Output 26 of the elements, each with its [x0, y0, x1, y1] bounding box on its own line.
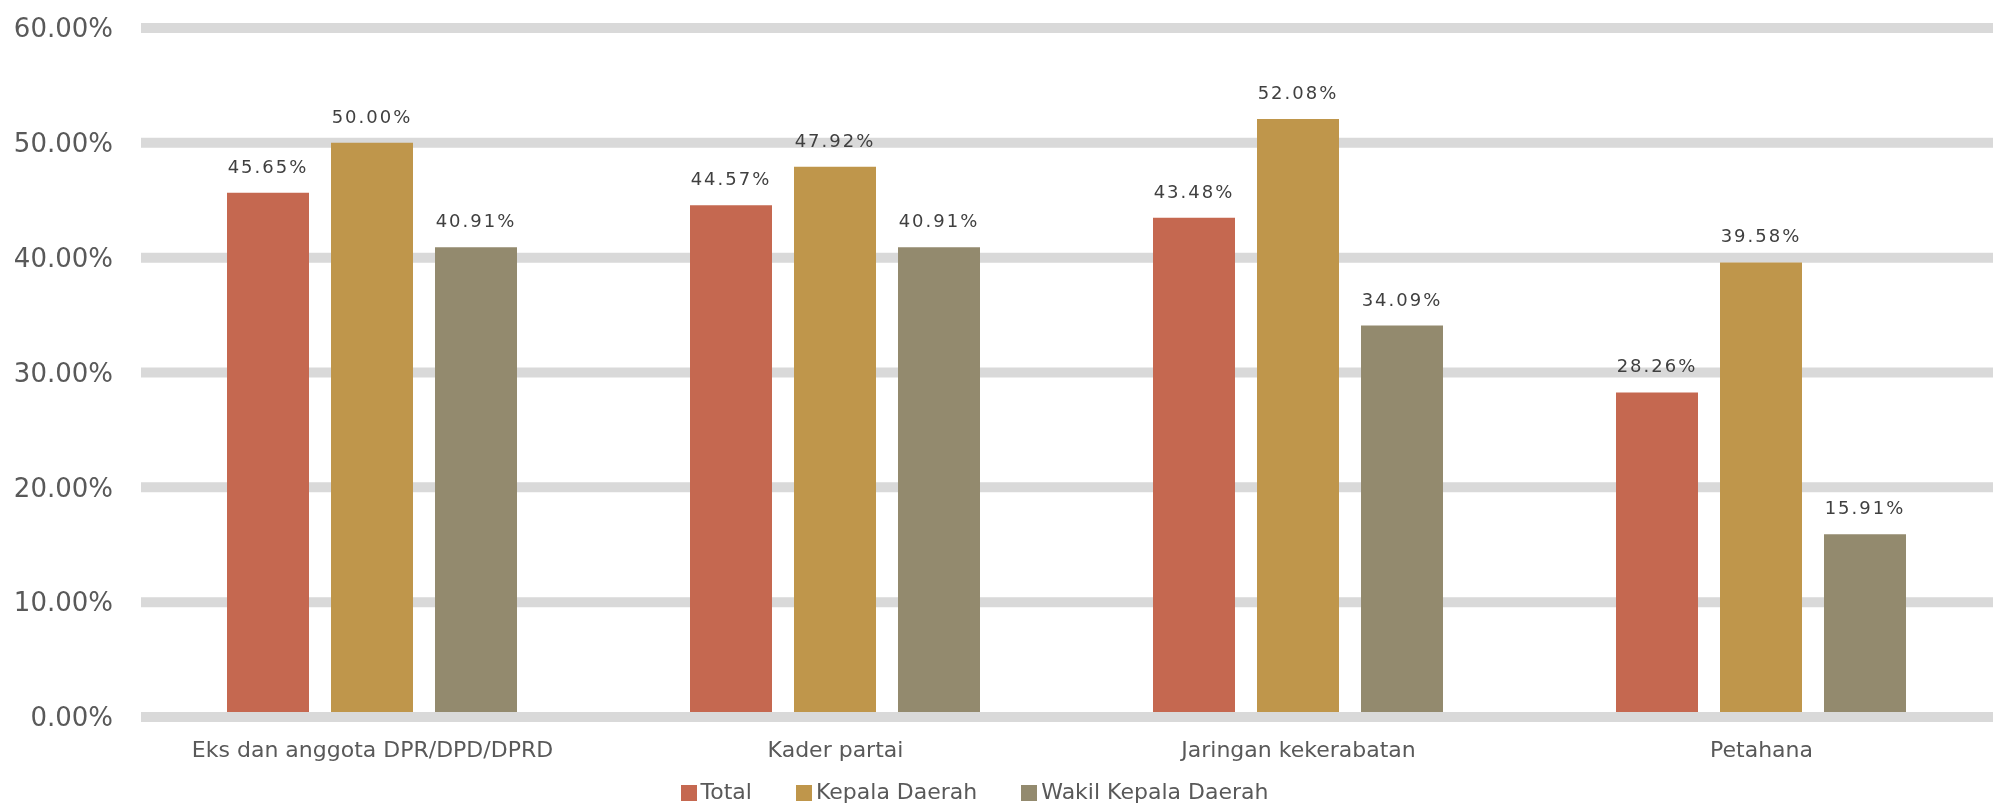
x-tick-label: Eks dan anggota DPR/DPD/DPRD: [191, 736, 554, 762]
legend-label: Total: [700, 779, 752, 804]
y-tick-label: 10.00%: [13, 587, 113, 618]
y-tick-label: 0.00%: [30, 702, 113, 733]
y-tick-label: 20.00%: [13, 472, 113, 503]
y-tick-label: 50.00%: [13, 128, 113, 159]
data-label: 15.91%: [1824, 497, 1906, 519]
data-label: 52.08%: [1257, 81, 1339, 103]
legend-label: Wakil Kepala Daerah: [1041, 779, 1269, 804]
data-label: 40.91%: [898, 210, 980, 232]
x-tick-label: Petahana: [1710, 736, 1813, 762]
y-tick-label: 30.00%: [13, 357, 113, 388]
data-label: 34.09%: [1361, 288, 1443, 310]
legend-label: Kepala Daerah: [815, 779, 978, 804]
x-tick-label: Kader partai: [767, 736, 904, 762]
data-label: 47.92%: [794, 129, 876, 151]
data-label: 28.26%: [1616, 355, 1698, 377]
data-label: 43.48%: [1153, 180, 1235, 202]
y-tick-label: 60.00%: [13, 13, 113, 44]
y-tick-label: 40.00%: [13, 242, 113, 273]
data-label: 40.91%: [435, 210, 517, 232]
data-label: 39.58%: [1720, 225, 1802, 247]
x-tick-label: Jaringan kekerabatan: [1179, 736, 1416, 762]
data-label: 44.57%: [690, 168, 772, 190]
data-label: 45.65%: [227, 155, 309, 177]
data-label: 50.00%: [331, 105, 413, 127]
